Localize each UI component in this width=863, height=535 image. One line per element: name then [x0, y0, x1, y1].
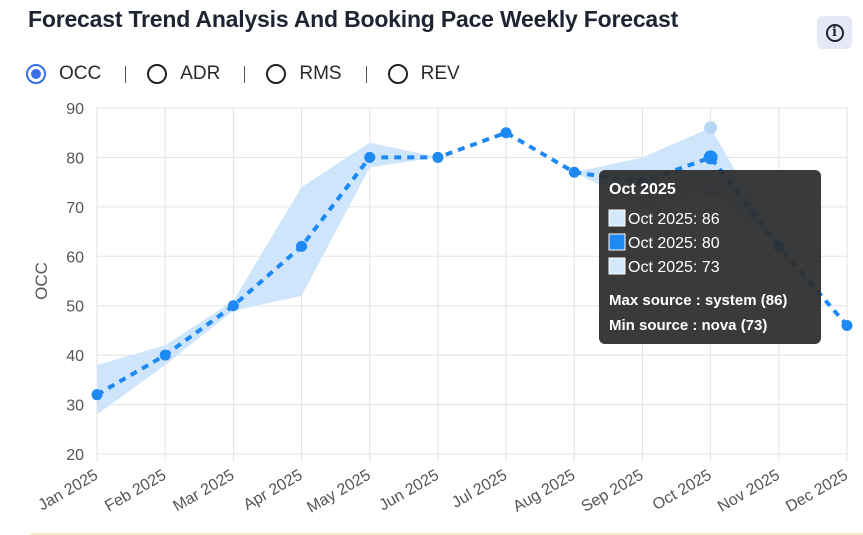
tooltip: Oct 2025 Oct 2025: 86 Oct 2025: 80 Oct 2025… — [599, 170, 821, 344]
y-tick-label: 80 — [66, 150, 84, 167]
x-tick-label: May 2025 — [304, 467, 373, 517]
x-tick-label: Mar 2025 — [170, 467, 237, 516]
x-tick-label: Dec 2025 — [783, 467, 851, 516]
y-tick-label: 90 — [66, 101, 84, 118]
bottom-strip — [30, 533, 863, 535]
series-point — [296, 240, 308, 252]
band-upper-point — [704, 121, 718, 135]
radio-rms[interactable]: RMS — [266, 63, 342, 85]
tooltip-swatch — [608, 233, 626, 251]
y-tick-label: 50 — [66, 299, 84, 316]
x-tick-label: Aug 2025 — [510, 467, 578, 516]
radio-adr-label: ADR — [180, 63, 221, 84]
x-tick-label: Jan 2025 — [35, 467, 101, 515]
tooltip-swatch — [608, 209, 626, 227]
radio-rms-label: RMS — [299, 63, 342, 84]
radio-occ-ring — [26, 64, 46, 84]
radio-occ[interactable]: OCC — [26, 63, 101, 85]
radio-rms-ring — [266, 64, 287, 84]
y-tick-label: 70 — [66, 200, 84, 217]
x-tick-label: Oct 2025 — [650, 467, 715, 514]
series-point — [500, 127, 512, 139]
radio-occ-label: OCC — [59, 63, 102, 84]
series-point — [841, 319, 853, 331]
x-tick-label: Jul 2025 — [449, 467, 510, 512]
series-point — [432, 151, 444, 163]
x-tick-label: Sep 2025 — [579, 467, 647, 516]
x-tick-label: Feb 2025 — [102, 467, 169, 516]
radio-rev[interactable]: REV — [387, 63, 460, 85]
tooltip-row: Oct 2025: 86 — [628, 211, 720, 228]
y-axis-label: OCC — [32, 262, 51, 300]
tooltip-title: Oct 2025 — [609, 181, 676, 198]
series-point — [159, 349, 171, 361]
x-tick-label: Jun 2025 — [376, 467, 442, 515]
y-tick-label: 40 — [66, 348, 84, 365]
y-tick-label: 30 — [66, 398, 84, 415]
y-tick-label: 20 — [66, 447, 84, 464]
tooltip-box — [599, 170, 821, 344]
page-title: Forecast Trend Analysis And Booking Pace… — [28, 6, 679, 32]
y-tick-label: 60 — [66, 249, 84, 266]
metric-selector: OCC ADR RMS REV — [26, 63, 460, 85]
radio-separator — [125, 65, 127, 83]
x-tick-label: Apr 2025 — [241, 467, 306, 514]
series-point — [91, 389, 103, 401]
radio-rev-ring — [387, 64, 408, 84]
radio-rev-label: REV — [420, 63, 460, 84]
tooltip-max-source: Max source : system (86) — [609, 292, 787, 309]
radio-adr-ring — [147, 64, 168, 84]
tooltip-swatch — [608, 257, 626, 275]
series-point — [227, 300, 239, 312]
info-button[interactable]: i — [817, 16, 852, 49]
hover-point — [703, 150, 718, 165]
tooltip-row: Oct 2025: 80 — [628, 235, 720, 252]
series-point — [364, 151, 376, 163]
tooltip-row: Oct 2025: 73 — [628, 259, 720, 276]
info-icon: i — [825, 23, 844, 42]
radio-adr[interactable]: ADR — [147, 63, 220, 85]
tooltip-min-source: Min source : nova (73) — [609, 317, 767, 334]
radio-separator — [244, 65, 246, 83]
series-point — [568, 166, 580, 178]
radio-separator — [365, 65, 367, 83]
x-tick-label: Nov 2025 — [715, 467, 783, 516]
